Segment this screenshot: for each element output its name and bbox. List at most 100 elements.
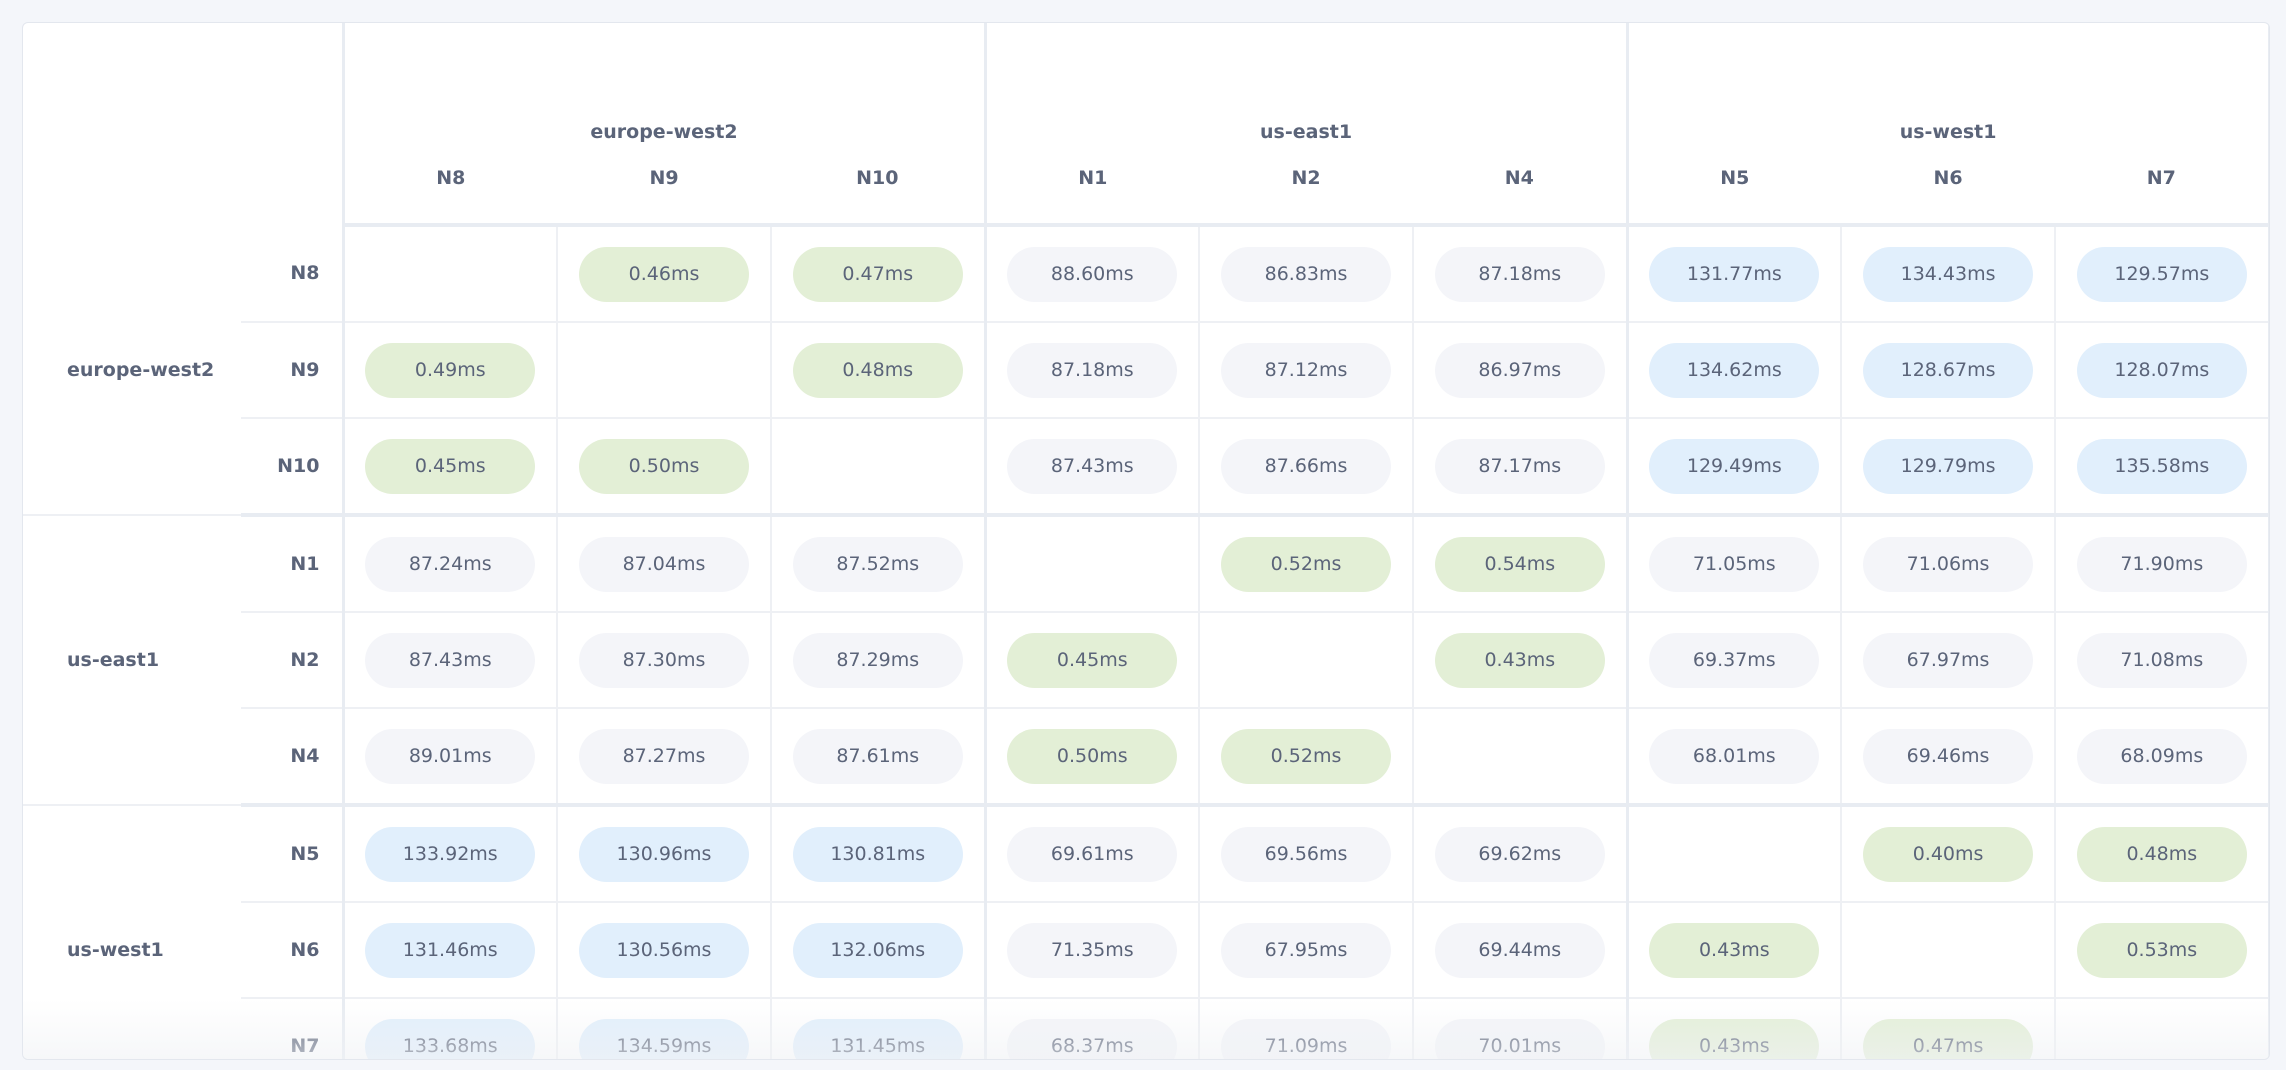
latency-pill: 0.52ms bbox=[1221, 728, 1392, 784]
latency-pill: 0.50ms bbox=[579, 438, 749, 494]
column-node-header: N9 bbox=[557, 157, 771, 227]
latency-pill: 89.01ms bbox=[365, 728, 536, 784]
latency-cell: 69.46ms bbox=[1841, 708, 2057, 807]
latency-cell: 69.61ms bbox=[985, 805, 1201, 903]
latency-pill: 86.97ms bbox=[1434, 342, 1605, 398]
latency-cell: 129.49ms bbox=[1627, 418, 1843, 517]
latency-pill: 0.46ms bbox=[579, 246, 749, 302]
latency-cell: 0.50ms bbox=[985, 708, 1201, 807]
latency-cell: 0.52ms bbox=[1199, 708, 1415, 807]
column-node-header: N2 bbox=[1199, 157, 1414, 227]
latency-pill: 129.79ms bbox=[1863, 438, 2034, 494]
row-node-label: N5 bbox=[241, 805, 345, 903]
latency-cell: 129.79ms bbox=[1841, 418, 2057, 517]
latency-pill: 68.01ms bbox=[1649, 728, 1820, 784]
latency-pill: 0.52ms bbox=[1221, 536, 1392, 592]
latency-cell bbox=[2055, 998, 2269, 1059]
latency-cell: 69.44ms bbox=[1413, 902, 1629, 999]
latency-cell: 0.47ms bbox=[771, 225, 987, 323]
latency-cell: 0.53ms bbox=[2055, 902, 2269, 999]
latency-cell: 87.61ms bbox=[771, 708, 987, 807]
latency-cell bbox=[343, 225, 558, 323]
latency-pill: 0.43ms bbox=[1649, 1018, 1820, 1059]
latency-pill: 69.61ms bbox=[1007, 826, 1178, 882]
latency-cell: 0.46ms bbox=[557, 225, 772, 323]
row-node-label: N9 bbox=[241, 322, 345, 419]
latency-cell: 89.01ms bbox=[343, 708, 558, 807]
latency-cell: 87.29ms bbox=[771, 612, 987, 709]
latency-cell: 130.56ms bbox=[557, 902, 772, 999]
latency-cell: 87.17ms bbox=[1413, 418, 1629, 517]
latency-cell: 0.45ms bbox=[343, 418, 558, 517]
latency-cell: 69.62ms bbox=[1413, 805, 1629, 903]
latency-pill: 131.45ms bbox=[792, 1018, 963, 1059]
latency-pill: 0.45ms bbox=[1007, 632, 1178, 688]
latency-pill: 87.17ms bbox=[1434, 438, 1605, 494]
latency-pill: 69.37ms bbox=[1649, 632, 1820, 688]
latency-pill: 128.07ms bbox=[2076, 342, 2247, 398]
latency-matrix-table: europe-west2 us-east1 us-west1 N8 N9 N10 N1 N2… bbox=[23, 23, 2269, 1059]
corner-cell bbox=[23, 23, 345, 225]
column-node-header: N10 bbox=[771, 157, 987, 227]
table-row: N6 131.46ms 130.56ms 132.06ms 71.35ms 67.95ms… bbox=[23, 902, 2269, 999]
latency-pill: 129.57ms bbox=[2076, 246, 2247, 302]
latency-pill: 69.56ms bbox=[1221, 826, 1392, 882]
latency-pill: 0.54ms bbox=[1434, 536, 1605, 592]
latency-cell: 68.09ms bbox=[2055, 708, 2269, 807]
latency-matrix-card: europe-west2 us-east1 us-west1 N8 N9 N10 N1 N2… bbox=[22, 22, 2270, 1060]
latency-pill: 0.47ms bbox=[792, 246, 963, 302]
latency-pill: 131.77ms bbox=[1649, 246, 1820, 302]
latency-pill: 87.29ms bbox=[792, 632, 963, 688]
latency-pill: 0.48ms bbox=[2076, 826, 2247, 882]
column-node-header: N6 bbox=[1841, 157, 2056, 227]
latency-pill: 134.43ms bbox=[1863, 246, 2034, 302]
row-node-label: N2 bbox=[241, 612, 345, 709]
latency-cell: 131.77ms bbox=[1627, 225, 1843, 323]
latency-pill: 87.18ms bbox=[1007, 342, 1178, 398]
latency-pill: 71.05ms bbox=[1649, 536, 1820, 592]
latency-cell: 0.48ms bbox=[2055, 805, 2269, 903]
column-node-header: N5 bbox=[1627, 157, 1842, 227]
latency-pill: 132.06ms bbox=[792, 922, 963, 978]
latency-cell: 70.01ms bbox=[1413, 998, 1629, 1059]
latency-cell: 67.95ms bbox=[1199, 902, 1415, 999]
row-node-label: N6 bbox=[241, 902, 345, 999]
latency-cell: 88.60ms bbox=[985, 225, 1201, 323]
latency-pill: 68.09ms bbox=[2076, 728, 2247, 784]
latency-cell: 0.40ms bbox=[1841, 805, 2057, 903]
latency-pill: 87.18ms bbox=[1434, 246, 1605, 302]
latency-pill: 87.52ms bbox=[792, 536, 963, 592]
latency-pill: 70.01ms bbox=[1434, 1018, 1605, 1059]
column-node-header: N4 bbox=[1413, 157, 1629, 227]
latency-cell: 0.49ms bbox=[343, 322, 558, 419]
latency-cell bbox=[985, 515, 1201, 613]
latency-pill: 69.62ms bbox=[1434, 826, 1605, 882]
column-region-header: us-east1 bbox=[985, 23, 1629, 157]
latency-pill: 0.50ms bbox=[1007, 728, 1178, 784]
latency-pill: 68.37ms bbox=[1007, 1018, 1178, 1059]
latency-pill: 0.53ms bbox=[2076, 922, 2247, 978]
latency-cell: 87.18ms bbox=[1413, 225, 1629, 323]
latency-pill: 87.66ms bbox=[1221, 438, 1392, 494]
latency-pill: 67.97ms bbox=[1863, 632, 2034, 688]
latency-pill: 134.62ms bbox=[1649, 342, 1820, 398]
table-row: europe-west2 N8 0.46ms 0.47ms 88.60ms 86.83ms… bbox=[23, 225, 2269, 516]
row-node-label: N4 bbox=[241, 708, 345, 807]
latency-pill: 87.61ms bbox=[792, 728, 963, 784]
latency-cell: 71.06ms bbox=[1841, 515, 2057, 613]
row-node-label: N10 bbox=[241, 418, 345, 517]
latency-pill: 86.83ms bbox=[1221, 246, 1392, 302]
latency-cell: 133.92ms bbox=[343, 805, 558, 903]
latency-cell: 68.01ms bbox=[1627, 708, 1843, 807]
latency-cell: 0.54ms bbox=[1413, 515, 1629, 613]
column-node-header: N7 bbox=[2055, 157, 2269, 227]
latency-cell: 87.66ms bbox=[1199, 418, 1415, 517]
row-node-label: N1 bbox=[241, 515, 345, 613]
latency-pill: 87.30ms bbox=[579, 632, 749, 688]
latency-cell: 135.58ms bbox=[2055, 418, 2269, 517]
row-region-label: europe-west2 bbox=[23, 225, 241, 516]
table-row: us-east1 N1 87.24ms 87.04ms 87.52ms 0.52ms 0.5… bbox=[23, 515, 2269, 806]
latency-pill: 130.81ms bbox=[792, 826, 963, 882]
latency-cell: 0.47ms bbox=[1841, 998, 2057, 1059]
latency-cell bbox=[771, 418, 987, 517]
